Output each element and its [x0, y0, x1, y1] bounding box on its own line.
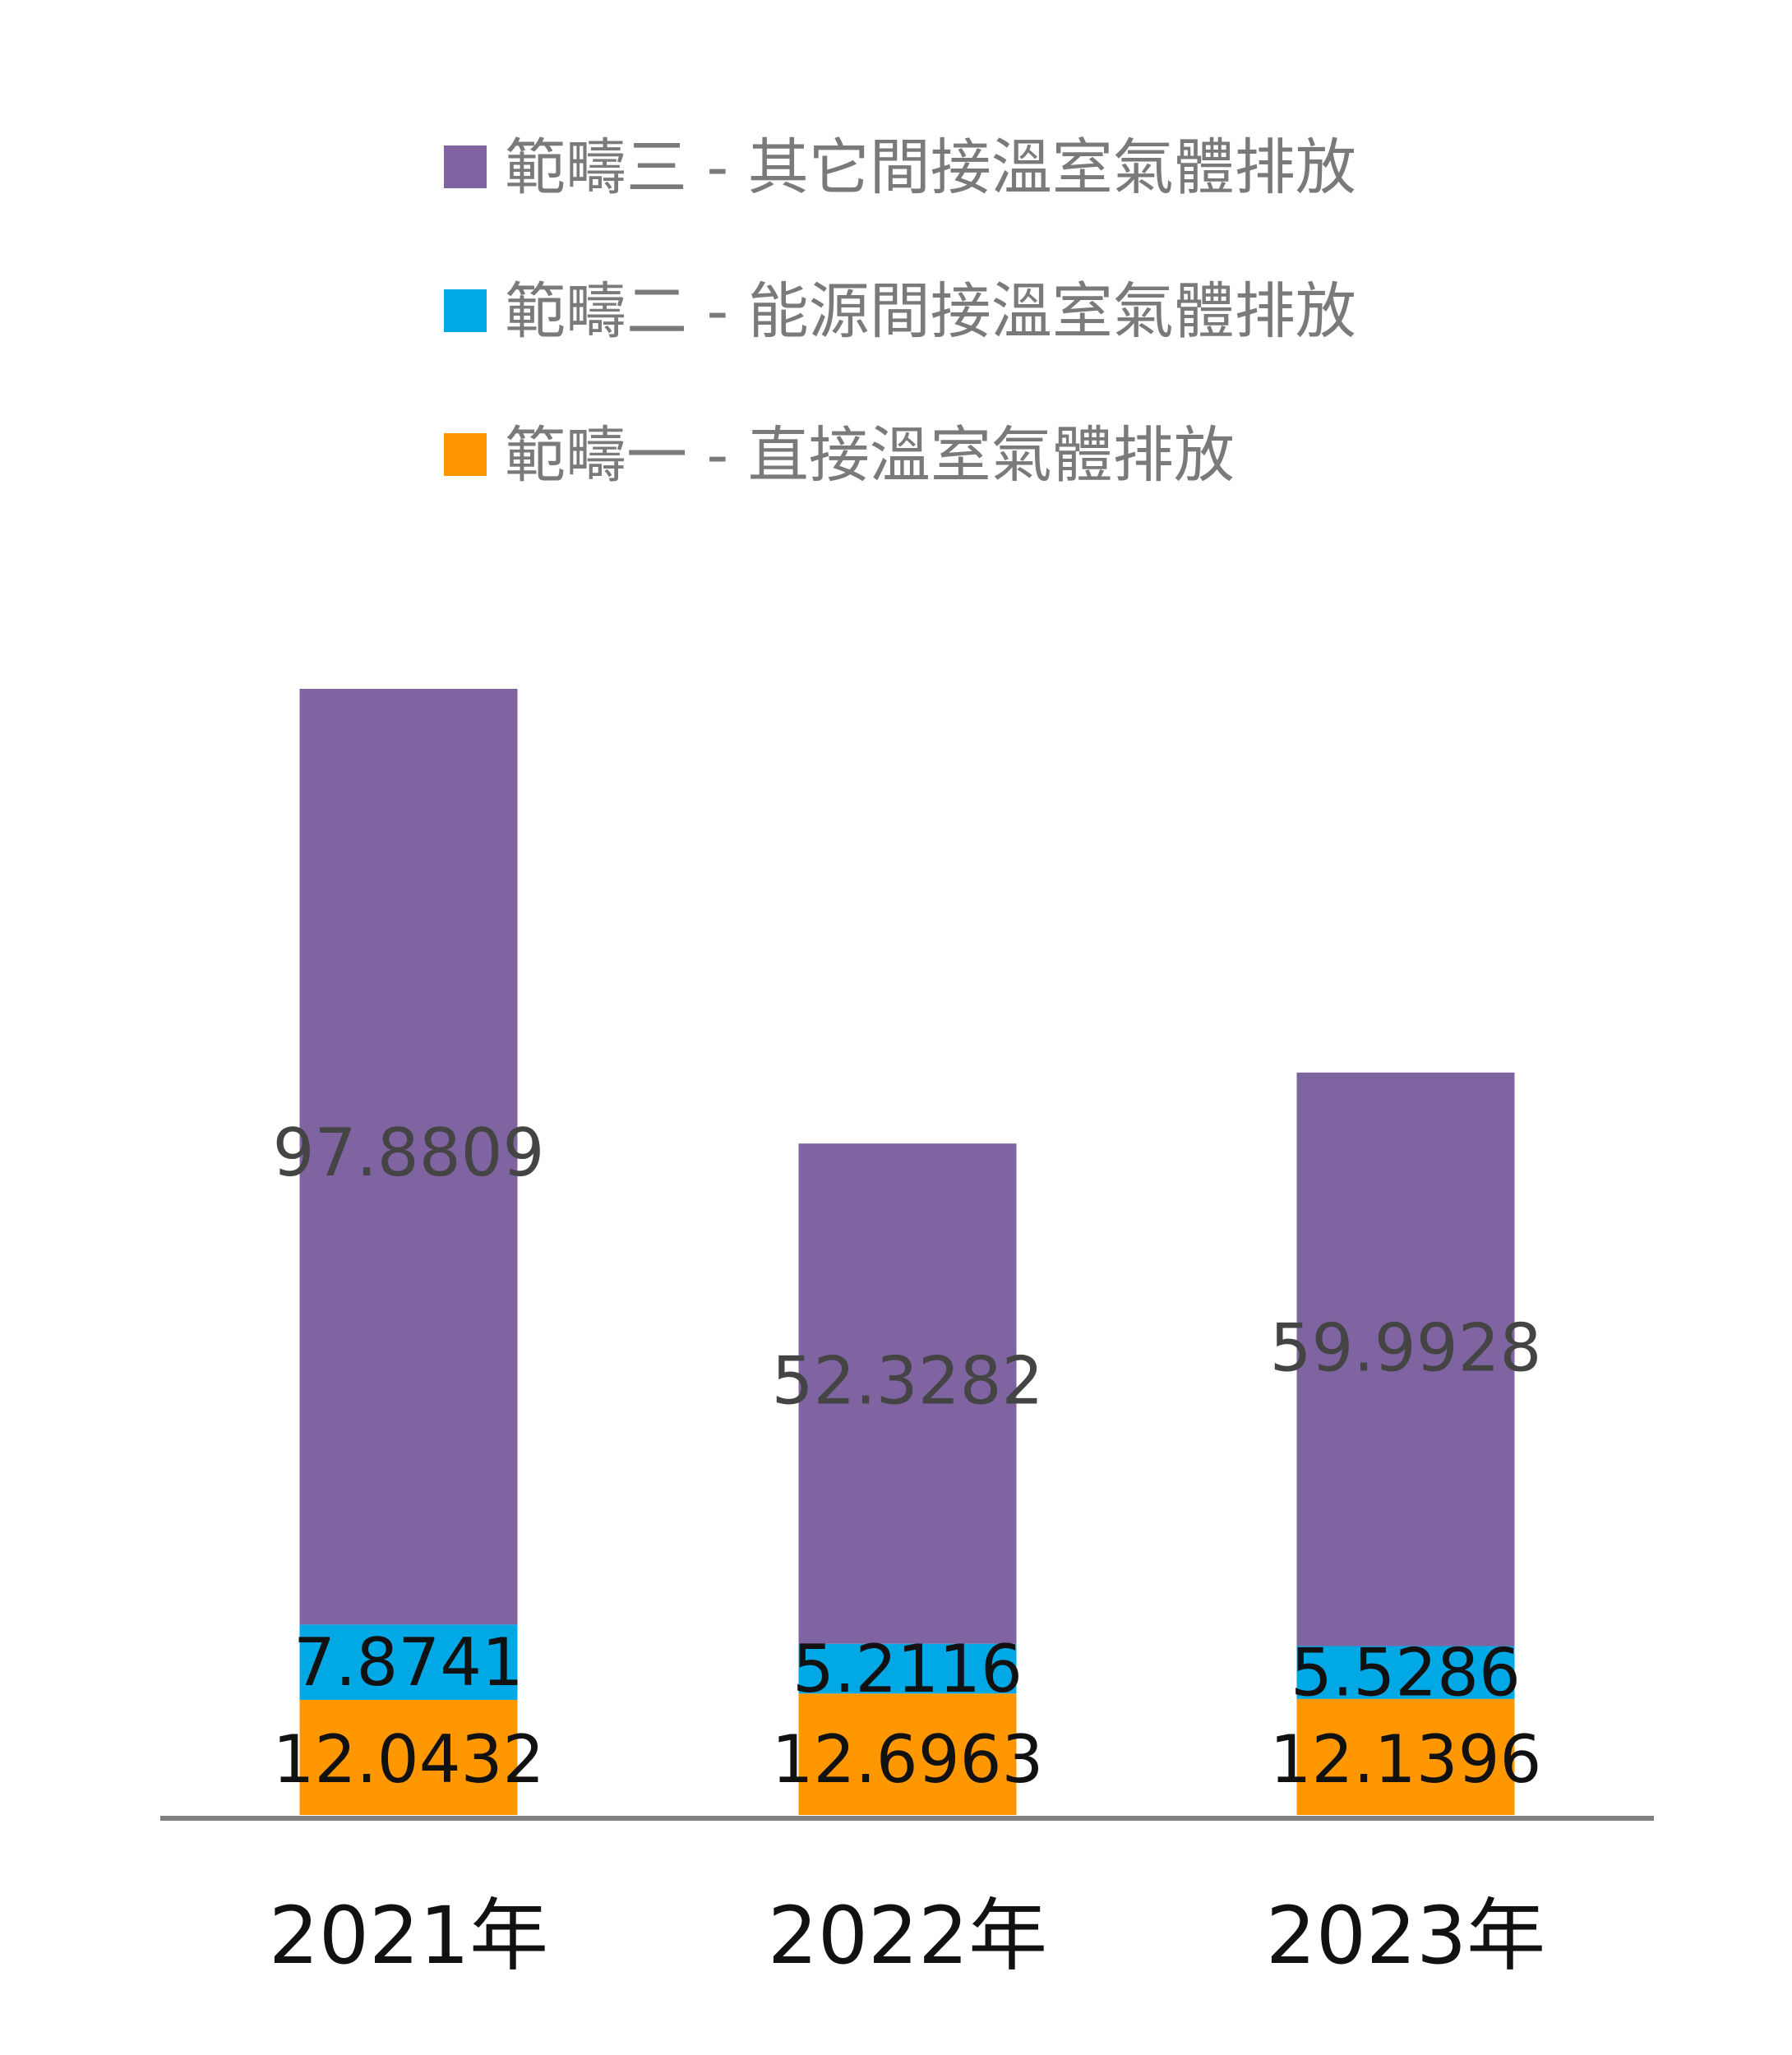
x-tick-label: 2022年: [768, 1890, 1047, 1982]
legend-label: 範疇二 - 能源間接溫室氣體排放: [505, 276, 1356, 347]
x-tick-label: 2021年: [269, 1890, 548, 1982]
value-labels: 12.0432 7.8741 97.8809 12.6963 5.2116 52.3282…: [273, 1115, 1542, 1798]
bar-segment-2-3: [1296, 1646, 1515, 1699]
value-label-3-2: 52.3282: [772, 1343, 1044, 1420]
value-label-2-1: 7.8741: [293, 1624, 524, 1701]
legend-swatch: [444, 145, 487, 188]
legend-label: 範疇一 - 直接溫室氣體排放: [505, 420, 1235, 491]
legend-label: 範疇三 - 其它間接溫室氣體排放: [505, 132, 1356, 203]
x-tick-label: 2023年: [1266, 1890, 1545, 1982]
value-label-3-3: 59.9928: [1270, 1310, 1542, 1387]
bar-segment-1-1: [299, 1699, 518, 1815]
bar-segment-3-3: [1296, 1072, 1515, 1646]
value-label-1-2: 12.6963: [772, 1721, 1044, 1798]
bars: [299, 689, 1515, 1815]
value-label-1-1: 12.0432: [273, 1721, 545, 1798]
bar-segment-3-1: [299, 689, 518, 1625]
legend-swatch: [444, 289, 487, 332]
x-axis-labels: 2021年 2022年 2023年: [269, 1890, 1545, 1982]
value-label-1-3: 12.1396: [1270, 1721, 1542, 1798]
bar-segment-1-2: [798, 1693, 1017, 1815]
bar-segment-2-1: [299, 1624, 518, 1700]
legend-swatch: [444, 433, 487, 476]
bar-segment-1-3: [1296, 1698, 1515, 1815]
bar-segment-3-2: [798, 1143, 1017, 1644]
value-label-3-1: 97.8809: [273, 1115, 545, 1191]
value-label-2-3: 5.5286: [1291, 1635, 1521, 1711]
bar-segment-2-2: [798, 1643, 1017, 1694]
value-label-2-2: 5.2116: [792, 1631, 1023, 1707]
